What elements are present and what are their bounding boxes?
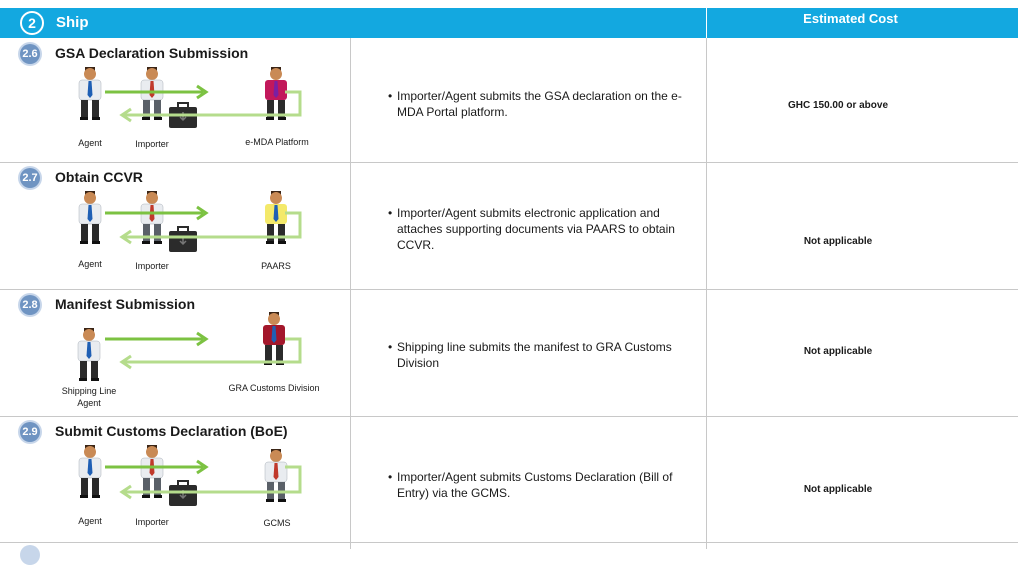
flow-arrows: [105, 331, 302, 370]
actor-label: Importer: [135, 517, 169, 527]
step-number-badge: 2.9: [20, 422, 40, 442]
actor-label: GRA Customs Division: [228, 383, 319, 393]
column-divider-2: [706, 38, 707, 549]
agent-figure: [78, 445, 102, 498]
flow-arrows: [105, 459, 302, 500]
estimated-cost: GHC 150.00 or above: [787, 100, 889, 111]
briefcase-icon: [169, 480, 197, 506]
actor-label: Agent: [78, 516, 102, 526]
actor-label: Agent: [78, 259, 102, 269]
flow-arrows: [105, 84, 302, 123]
row-divider: [0, 416, 1018, 417]
agent-figure: [78, 191, 102, 244]
flow-arrows: [105, 205, 302, 245]
section-title: Ship: [56, 14, 89, 31]
platform-figure: [265, 67, 287, 120]
actor-label: Importer: [135, 261, 169, 271]
shipping-agent-figure: [77, 328, 101, 381]
bullet-icon: •: [388, 470, 393, 484]
process-diagram: Agent Importer e-MDA Platform: [78, 67, 309, 149]
bullet-icon: •: [388, 340, 393, 354]
importer-figure: [140, 445, 164, 498]
step-row-2-9: 2.9 Submit Customs Declaration (BoE): [0, 417, 1018, 542]
next-step-badge-partial: [20, 545, 40, 565]
briefcase-icon: [169, 102, 197, 128]
estimated-cost: Not applicable: [803, 236, 873, 247]
customs-figure: [263, 312, 285, 365]
actor-label: Importer: [135, 139, 169, 149]
actor-label: Agent: [78, 138, 102, 148]
row-divider: [0, 542, 1018, 543]
step-row-2-8: 2.8 Manifest Submission GRA Customs Divi…: [0, 290, 1018, 416]
step-number-badge: 2.7: [20, 168, 40, 188]
bullet-icon: •: [388, 206, 393, 220]
estimated-cost: Not applicable: [803, 346, 873, 357]
step-number-badge: 2.6: [20, 44, 40, 64]
step-description: • Importer/Agent submits electronic appl…: [388, 206, 675, 252]
actor-label: PAARS: [261, 261, 291, 271]
estimated-cost: Not applicable: [803, 484, 873, 495]
paars-figure: [265, 191, 287, 244]
section-header: 2 Ship Estimated Cost: [0, 8, 1018, 38]
step-title: Obtain CCVR: [55, 169, 143, 185]
row-divider: [0, 289, 1018, 290]
cost-column-header: Estimated Cost: [803, 11, 898, 26]
process-diagram: Agent Importer PAARS: [78, 191, 302, 271]
gcms-figure: [264, 449, 288, 502]
step-row-2-7: 2.7 Obtain CCVR: [0, 163, 1018, 289]
briefcase-icon: [169, 226, 197, 252]
step-description: • Importer/Agent submits Customs Declara…: [388, 470, 673, 500]
process-diagram: Agent Importer GCMS: [78, 445, 302, 528]
agent-figure: [78, 67, 102, 120]
step-title: GSA Declaration Submission: [55, 45, 249, 61]
step-title: Submit Customs Declaration (BoE): [55, 423, 288, 439]
actor-label: Shipping Line Agent: [61, 386, 117, 408]
header-divider: [706, 8, 707, 38]
step-number-badge: 2.8: [20, 295, 40, 315]
actor-label: e-MDA Platform: [245, 137, 309, 147]
bullet-icon: •: [388, 89, 393, 103]
process-diagram: GRA Customs Division: [77, 312, 320, 393]
importer-figure: [140, 67, 164, 120]
step-description: • Shipping line submits the manifest to …: [388, 340, 672, 370]
step-title: Manifest Submission: [55, 296, 196, 312]
actor-label: GCMS: [264, 518, 291, 528]
row-divider: [0, 162, 1018, 163]
section-number-badge: 2: [20, 11, 44, 35]
step-description: • Importer/Agent submits the GSA declara…: [388, 89, 682, 119]
step-row-2-6: 2.6 GSA Declaration Submission: [0, 39, 1018, 162]
column-divider-1: [350, 38, 351, 549]
